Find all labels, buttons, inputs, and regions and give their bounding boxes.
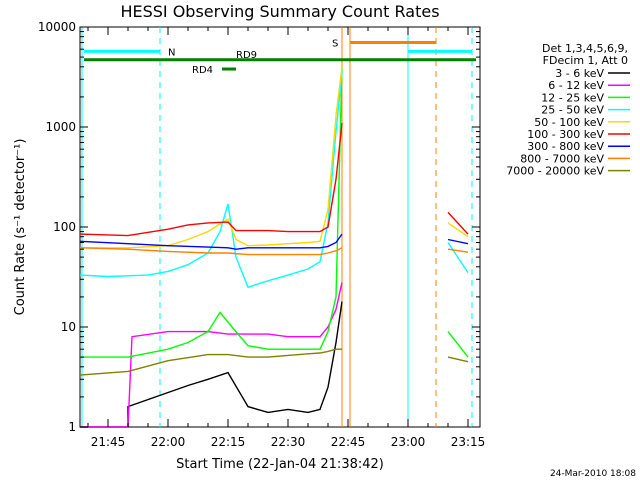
axes-ticks: 21:45 22:00 22:15 22:30 22:45 23:00 23:15 1 10 10… [38,20,485,449]
legend-label-7: 800 - 7000 keV [520,152,604,165]
series-line-1 [80,282,343,428]
series-line-5 [79,122,469,237]
x-tick-label-5: 23:00 [391,435,426,449]
x-axis-label: Start Time (22-Jan-04 21:38:42) [176,457,384,472]
series-line-2 [80,66,469,358]
series-line-6 [79,233,469,250]
flag-label-RD9: RD9 [236,50,257,61]
flag-label-N: N [168,47,175,58]
legend-label-1: 6 - 12 keV [548,79,604,92]
series-line-7 [79,247,469,256]
y-tick-label-2: 100 [53,220,76,234]
y-tick-label-4: 10000 [38,20,76,34]
legend-header-line-2: FDecim 1, Att 0 [543,54,628,67]
series-line-3 [79,72,469,289]
x-tick-label-3: 22:30 [271,435,306,449]
footer-date: 24-Mar-2010 18:08 [550,469,636,479]
x-tick-label-2: 22:15 [211,435,246,449]
legend-label-5: 100 - 300 keV [527,128,604,141]
legend-label-2: 12 - 25 keV [541,91,604,104]
series-layer [79,66,469,428]
legend-label-6: 300 - 800 keV [527,140,604,153]
x-tick-label-6: 23:15 [451,435,486,449]
plot-frame [79,26,481,428]
x-tick-label-1: 22:00 [151,435,186,449]
y-tick-label-3: 1000 [45,120,76,134]
y-tick-label-1: 10 [61,320,76,334]
legend-label-8: 7000 - 20000 keV [506,165,604,178]
series-line-4 [80,66,469,249]
series-line-0 [80,301,343,428]
legend-label-0: 3 - 6 keV [555,67,604,80]
flag-label-RD4: RD4 [192,65,213,76]
x-tick-label-4: 22:45 [331,435,366,449]
flag-bars: N S RD4 RD9 [81,27,476,427]
flag-label-S: S [332,38,338,49]
legend: Det 1,3,4,5,6,9, FDecim 1, Att 0 3 - 6 k… [506,42,630,178]
x-tick-label-0: 21:45 [91,435,126,449]
legend-label-3: 25 - 50 keV [541,104,604,117]
series-line-8 [79,348,469,376]
chart-title: HESSI Observing Summary Count Rates [120,2,439,21]
y-axis-label: Count Rate (s⁻¹ detector⁻¹) [13,139,28,316]
legend-label-4: 50 - 100 keV [534,116,604,129]
y-tick-label-0: 1 [68,420,76,434]
legend-header-line-1: Det 1,3,4,5,6,9, [542,42,628,55]
